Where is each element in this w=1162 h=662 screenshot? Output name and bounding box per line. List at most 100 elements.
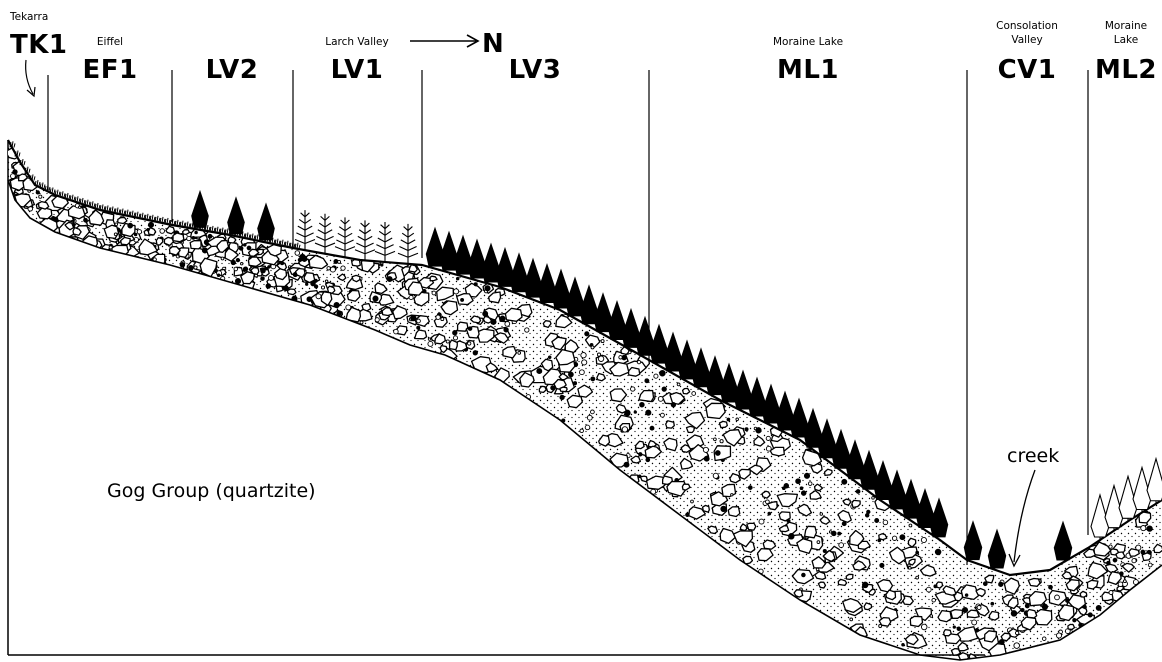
boulder — [598, 434, 611, 447]
pebble — [765, 499, 770, 505]
pebble — [703, 455, 710, 462]
boulder — [485, 362, 499, 373]
pebble — [929, 614, 934, 618]
pebble — [758, 518, 765, 525]
conifer-tree-icon — [425, 226, 445, 267]
pebble — [235, 257, 241, 263]
conifer-tree-icon — [915, 488, 935, 528]
boulder — [1141, 552, 1152, 562]
deposit-base-line — [7, 179, 1162, 661]
boulder — [1061, 571, 1073, 580]
grass-tuft — [79, 197, 86, 205]
pebble — [755, 427, 762, 434]
boulder — [392, 305, 408, 320]
conifer-tree-icon — [537, 263, 557, 304]
pebble — [702, 446, 709, 453]
boulder — [286, 288, 297, 296]
grass-tuft — [244, 232, 251, 239]
boulder — [67, 205, 86, 220]
pebble — [127, 222, 134, 229]
boulder — [935, 581, 944, 589]
grass-tuft — [134, 211, 141, 218]
boulder — [540, 358, 554, 372]
site-boundaries — [47, 70, 1089, 565]
pebble — [584, 424, 591, 431]
pebble — [819, 512, 824, 516]
pebble — [440, 317, 445, 322]
pebble — [445, 339, 450, 344]
boulder — [345, 306, 362, 323]
pebble — [108, 245, 113, 250]
boulder — [429, 275, 438, 282]
boulder — [701, 504, 710, 513]
pebble — [324, 279, 329, 284]
pebble — [1041, 603, 1049, 610]
larch-tree-icon — [374, 222, 396, 263]
conifer-tree-icon — [963, 520, 983, 561]
boulder — [88, 209, 105, 226]
boulder — [72, 226, 82, 236]
boulder — [1116, 585, 1124, 592]
boulder — [440, 300, 459, 316]
conifer-tree-icon — [761, 383, 781, 424]
pebble — [472, 350, 478, 356]
pebble — [659, 369, 666, 377]
pebble — [584, 331, 590, 337]
conifer-tree-icon — [733, 369, 753, 410]
boulder — [1003, 577, 1020, 595]
grass-tuft — [114, 207, 121, 214]
pebble — [831, 530, 837, 537]
boulder — [374, 282, 388, 295]
pebble — [547, 355, 552, 359]
boulder — [681, 387, 691, 395]
grass-tuft — [179, 220, 186, 227]
pebble — [193, 265, 198, 270]
pebble — [345, 304, 352, 311]
grass-tuft — [119, 208, 126, 215]
boulder — [942, 585, 957, 596]
pebble — [952, 625, 956, 629]
pebble — [340, 265, 346, 271]
pebble — [633, 410, 637, 414]
pebble — [1010, 610, 1018, 617]
boulder — [346, 289, 361, 302]
conifer-tree-icon — [803, 407, 823, 448]
grass-tuft — [69, 194, 76, 201]
grass-tuft — [89, 201, 96, 208]
pebble — [133, 232, 138, 237]
boulder — [769, 446, 785, 457]
boulder — [1020, 616, 1037, 631]
boulder — [147, 227, 157, 236]
boulder — [456, 321, 469, 332]
pebble — [714, 450, 721, 456]
grass-tuft — [279, 239, 286, 246]
boulder — [408, 264, 418, 273]
pebble — [416, 325, 421, 330]
pebble — [621, 426, 629, 433]
boulder — [729, 472, 741, 484]
pebble — [882, 519, 889, 526]
boulder — [308, 254, 329, 270]
boulder — [756, 548, 774, 562]
boulder — [439, 344, 448, 354]
grass-tuft — [159, 216, 166, 224]
boulder — [684, 411, 706, 430]
conifer-tree-icon — [523, 257, 543, 298]
boulder — [888, 546, 907, 565]
pebble — [639, 401, 645, 408]
boulder — [638, 389, 655, 403]
boulder — [908, 558, 916, 566]
pebble — [661, 386, 667, 392]
boulder — [669, 391, 686, 405]
boulder — [988, 610, 1000, 621]
pebble — [435, 314, 441, 320]
pebble — [891, 535, 898, 541]
grass-tuft — [49, 187, 56, 194]
conifer-tree-icon — [579, 284, 599, 325]
pebble — [871, 496, 875, 500]
boulder — [493, 332, 510, 344]
boulder — [776, 493, 799, 508]
pebble — [765, 445, 772, 452]
pebble — [380, 263, 384, 267]
site-code-lv3: LV3 — [509, 55, 562, 85]
